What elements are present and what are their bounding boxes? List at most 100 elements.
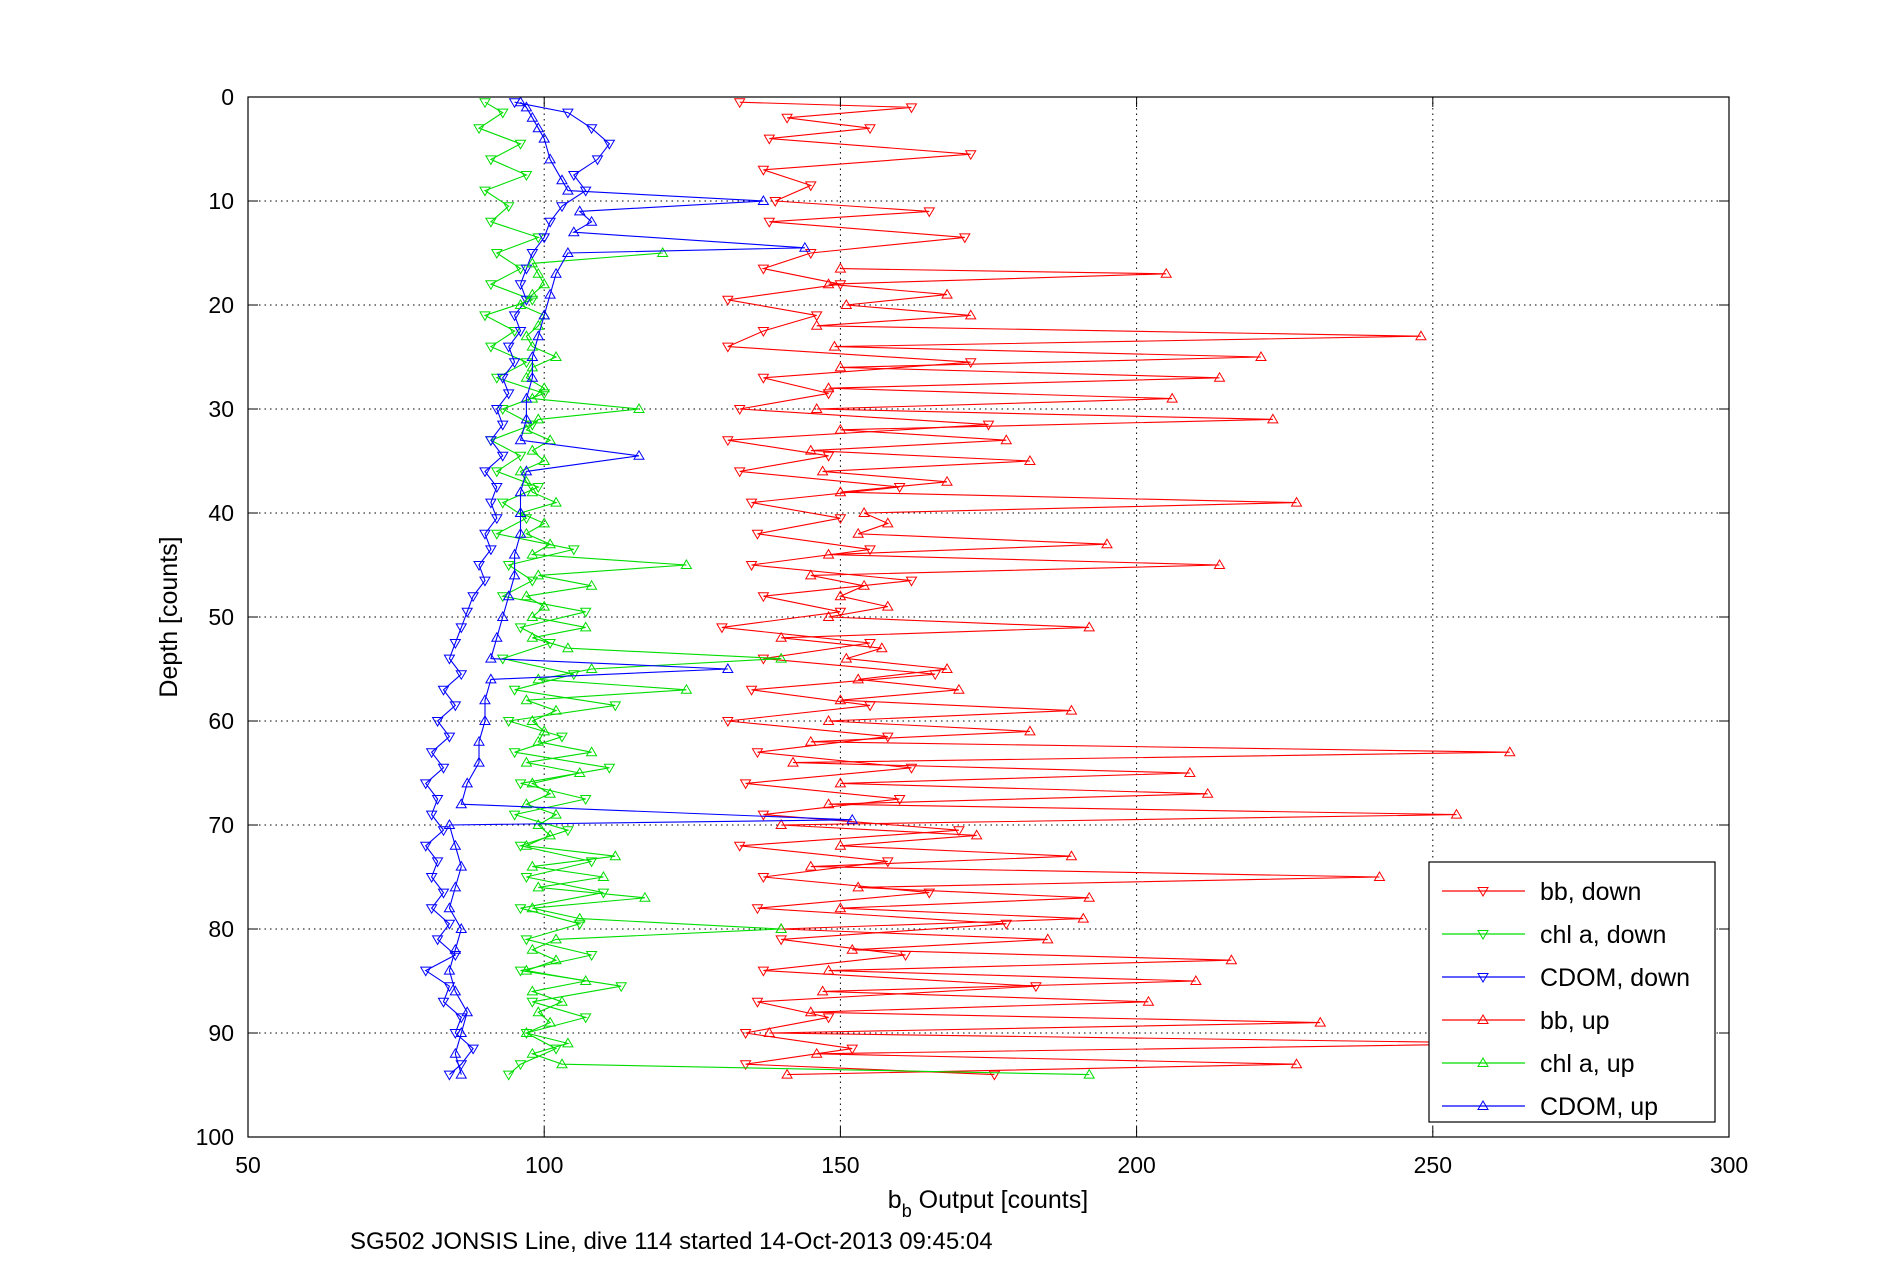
data-point bbox=[905, 103, 918, 114]
data-point bbox=[579, 1013, 592, 1024]
data-point bbox=[573, 205, 586, 216]
data-point bbox=[526, 249, 539, 259]
data-point bbox=[479, 576, 491, 587]
data-point bbox=[739, 1060, 752, 1071]
data-point bbox=[1101, 538, 1113, 549]
x-tick-label: 250 bbox=[1414, 1152, 1452, 1178]
legend-box bbox=[1428, 861, 1716, 1123]
data-point bbox=[526, 902, 539, 913]
data-point bbox=[769, 197, 782, 207]
data-point bbox=[562, 642, 574, 653]
data-point bbox=[751, 997, 764, 1008]
data-point bbox=[514, 623, 527, 634]
data-point bbox=[455, 670, 468, 681]
data-point bbox=[526, 486, 539, 497]
data-point bbox=[514, 904, 527, 915]
data-point bbox=[881, 857, 894, 868]
data-point bbox=[615, 982, 628, 993]
data-point bbox=[864, 124, 876, 135]
data-point bbox=[1373, 871, 1386, 881]
data-point bbox=[745, 685, 758, 696]
data-point bbox=[496, 405, 509, 415]
data-point bbox=[526, 288, 539, 299]
data-point bbox=[455, 1027, 468, 1037]
data-point bbox=[603, 763, 616, 774]
data-point bbox=[828, 340, 841, 351]
data-point bbox=[763, 1027, 776, 1037]
data-point bbox=[579, 795, 592, 805]
data-point bbox=[520, 295, 533, 306]
legend-item: bb, up bbox=[1442, 1007, 1610, 1035]
data-point bbox=[1201, 787, 1214, 798]
legend-label: bb, down bbox=[1540, 878, 1641, 906]
data-point bbox=[514, 327, 527, 337]
data-point bbox=[538, 233, 551, 244]
data-point bbox=[419, 779, 432, 790]
data-point bbox=[562, 826, 574, 837]
data-point bbox=[881, 517, 894, 528]
data-point bbox=[834, 839, 847, 850]
data-point bbox=[538, 517, 551, 528]
data-point bbox=[1077, 912, 1090, 923]
data-point bbox=[467, 1044, 479, 1055]
data-point bbox=[485, 545, 497, 556]
data-point bbox=[520, 1027, 533, 1037]
series-line bbox=[721, 101, 1036, 1076]
data-point bbox=[532, 569, 545, 580]
data-point bbox=[680, 683, 693, 694]
data-point bbox=[550, 704, 562, 715]
series-line bbox=[769, 268, 1528, 1076]
data-point bbox=[757, 327, 770, 337]
data-point bbox=[508, 685, 521, 696]
data-point bbox=[1450, 808, 1463, 819]
legend-item: CDOM, down bbox=[1442, 964, 1690, 992]
data-point bbox=[502, 342, 515, 353]
data-point bbox=[520, 171, 533, 181]
data-point bbox=[1184, 767, 1196, 777]
legend-item: chl a, up bbox=[1442, 1050, 1635, 1078]
data-point bbox=[573, 767, 586, 777]
x-tick-label: 50 bbox=[235, 1152, 261, 1178]
data-point bbox=[775, 631, 788, 642]
data-point bbox=[437, 763, 450, 774]
data-point bbox=[520, 358, 533, 369]
data-point bbox=[550, 1044, 562, 1055]
data-point bbox=[941, 663, 953, 673]
data-point bbox=[875, 642, 888, 653]
data-point bbox=[757, 373, 770, 384]
data-point bbox=[455, 923, 468, 933]
data-point bbox=[455, 860, 468, 871]
data-point bbox=[532, 233, 545, 244]
data-point bbox=[585, 951, 598, 961]
data-point bbox=[520, 839, 533, 850]
data-point bbox=[526, 111, 539, 122]
data-point bbox=[775, 923, 788, 933]
data-point bbox=[556, 732, 568, 743]
data-point bbox=[514, 465, 527, 476]
data-point bbox=[473, 124, 485, 135]
data-point bbox=[964, 358, 977, 369]
data-point bbox=[864, 545, 876, 556]
data-point bbox=[538, 725, 551, 736]
data-point bbox=[562, 108, 574, 119]
data-point bbox=[822, 548, 835, 559]
data-point bbox=[751, 748, 764, 759]
data-point bbox=[579, 607, 592, 618]
data-point bbox=[721, 295, 734, 306]
data-point bbox=[804, 735, 817, 746]
data-point bbox=[490, 631, 503, 642]
data-point bbox=[1000, 434, 1013, 445]
series-5 bbox=[443, 97, 859, 1079]
data-point bbox=[508, 358, 521, 369]
data-point bbox=[1166, 392, 1179, 403]
series-line bbox=[477, 101, 622, 1076]
data-point bbox=[443, 982, 456, 993]
y-tick-label: 0 bbox=[221, 84, 234, 110]
data-point bbox=[532, 483, 545, 493]
data-point bbox=[905, 576, 918, 587]
data-point bbox=[1225, 954, 1238, 965]
data-point bbox=[597, 871, 610, 881]
data-point bbox=[538, 132, 551, 143]
data-point bbox=[526, 444, 539, 455]
data-point bbox=[514, 139, 527, 150]
